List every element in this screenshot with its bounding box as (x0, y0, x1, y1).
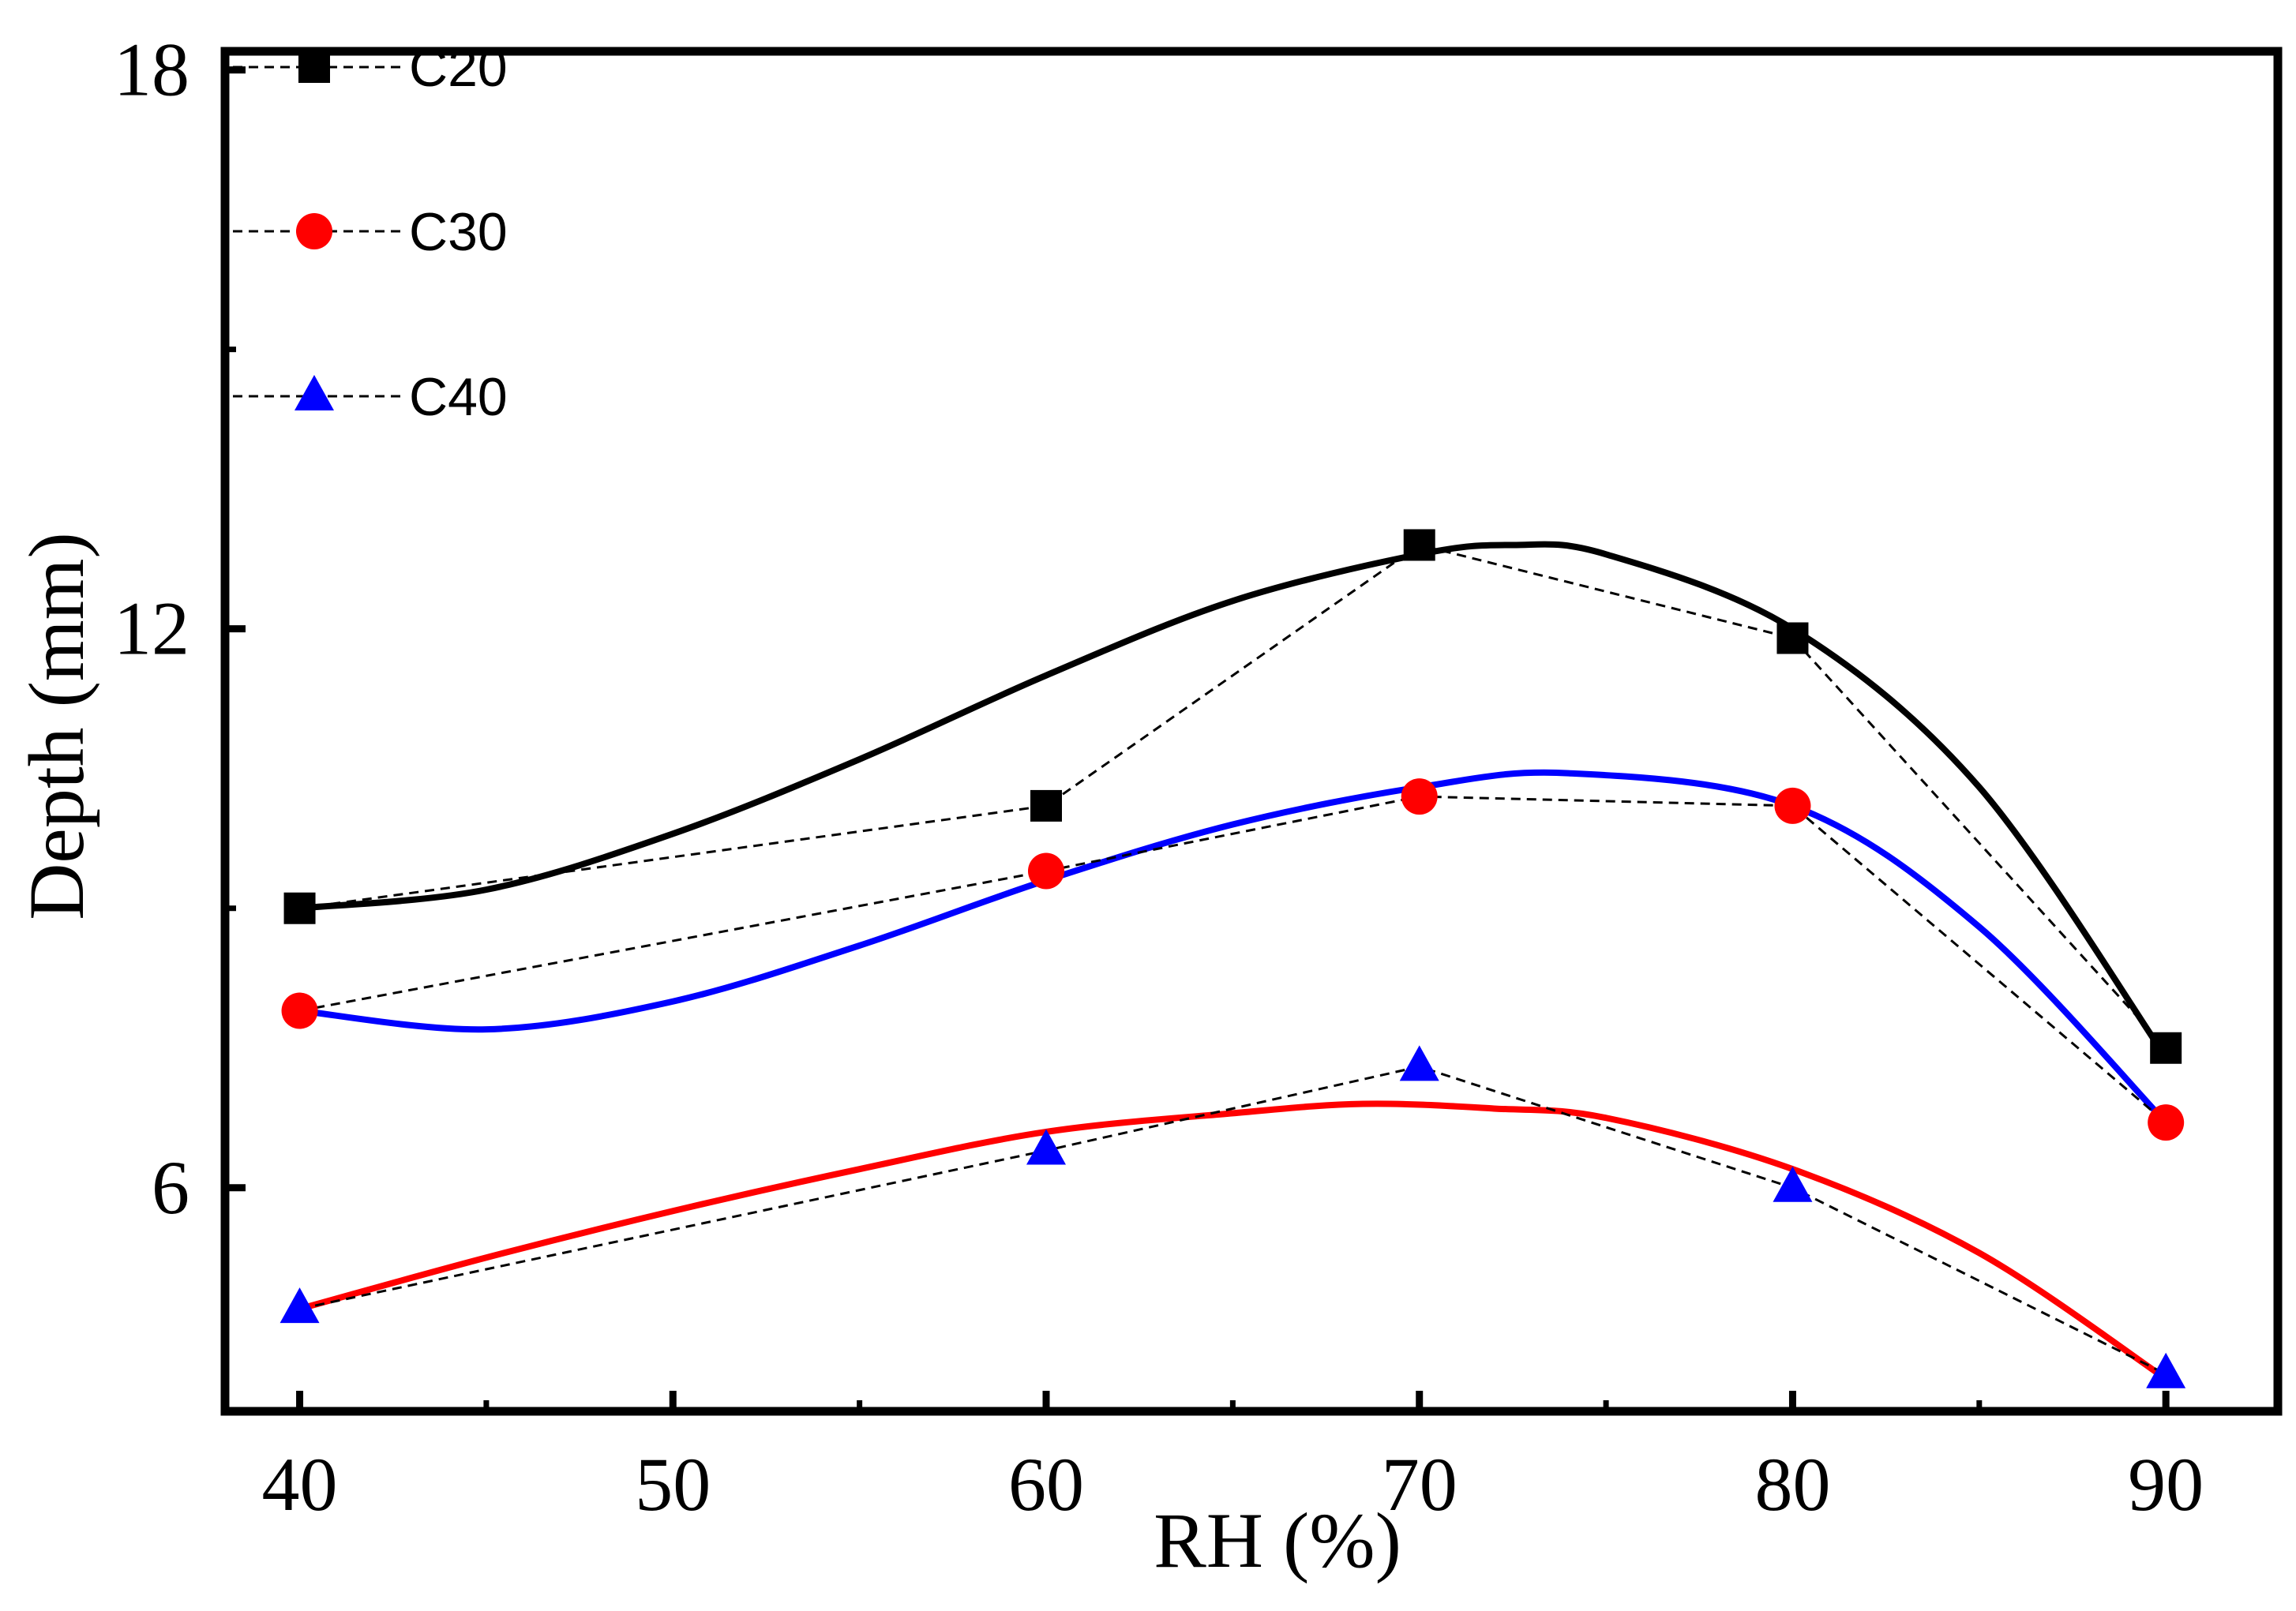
point-c40-70 (1399, 1045, 1439, 1081)
y-axis-ticks: 6 12 18 (114, 28, 246, 1230)
point-c20-90 (2150, 1032, 2182, 1064)
point-c30-60 (1028, 852, 1064, 890)
plot-frame (220, 47, 2283, 1416)
legend-marker-c40 (295, 375, 334, 410)
y-tick-label: 12 (114, 586, 189, 671)
fit-curves (298, 541, 2169, 1382)
dashed-line-c20 (299, 543, 2167, 1049)
legend-marker-c30 (296, 213, 332, 249)
point-c20-40 (283, 892, 316, 924)
point-c30-40 (281, 992, 318, 1029)
y-tick-label: 6 (152, 1145, 189, 1230)
point-c20-60 (1030, 789, 1062, 822)
point-c40-40 (279, 1287, 320, 1324)
fit-curve-c40 (298, 1100, 2168, 1382)
point-c30-70 (1401, 778, 1438, 815)
point-c40-80 (1773, 1166, 1813, 1202)
connector-lines (299, 543, 2167, 1376)
x-axis-ticks: 40 50 60 70 80 90 (262, 1391, 2204, 1527)
point-c40-90 (2146, 1352, 2186, 1388)
x-tick-label: 50 (635, 1442, 711, 1527)
point-c30-80 (1774, 787, 1811, 824)
legend-label-c30: C30 (409, 202, 508, 262)
legend-label-c20: C20 (409, 38, 508, 98)
fit-curve-c20 (299, 541, 2169, 1059)
x-tick-label: 70 (1382, 1442, 1458, 1527)
point-c40-60 (1026, 1129, 1066, 1165)
point-c20-80 (1776, 622, 1809, 654)
point-c30-90 (2148, 1104, 2185, 1141)
legend-marker-c20 (298, 51, 330, 83)
x-axis-title: RH (%) (1154, 1497, 1401, 1584)
y-tick-label: 18 (114, 28, 189, 112)
data-markers (279, 529, 2186, 1388)
point-c20-70 (1403, 529, 1435, 561)
x-tick-label: 80 (1754, 1442, 1830, 1527)
x-tick-label: 60 (1008, 1442, 1084, 1527)
fit-curve-c30 (299, 769, 2169, 1125)
x-tick-label: 90 (2128, 1442, 2204, 1527)
x-tick-label: 40 (262, 1442, 338, 1527)
legend-label-c40: C40 (409, 367, 508, 427)
legend: C20 C30 C40 (233, 38, 508, 427)
y-axis-title: Depth (mm) (13, 532, 100, 920)
dashed-line-c30 (299, 795, 2167, 1124)
